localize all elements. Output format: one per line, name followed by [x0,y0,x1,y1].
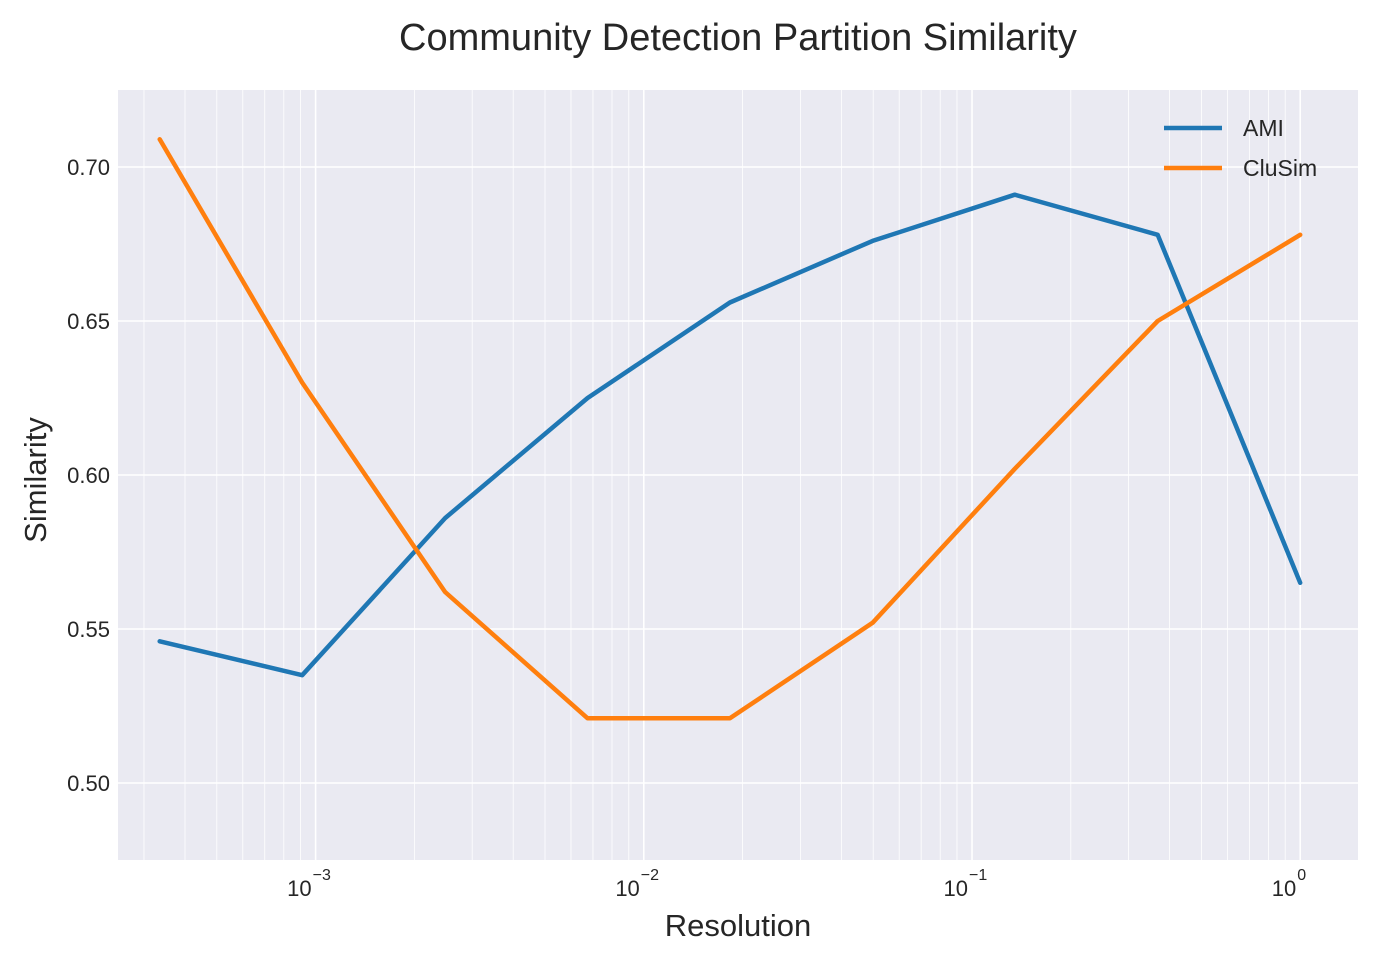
x-tick-exponent: −3 [313,867,331,884]
series-layer [157,137,1303,721]
x-tick-base: 10 [944,876,968,901]
y-tick-label: 0.60 [67,463,110,488]
chart-title: Community Detection Partition Similarity [399,17,1077,59]
x-tick-label: 10−1 [944,867,988,901]
x-tick-exponent: −1 [969,867,987,884]
x-axis-title: Resolution [665,908,811,943]
legend-label-ami: AMI [1243,115,1284,141]
legend-label-clusim: CluSim [1243,155,1317,181]
y-tick-labels: 0.50 0.55 0.60 0.65 0.70 [67,155,110,796]
y-tick-label: 0.50 [67,771,110,796]
major-grid [118,90,1358,860]
x-tick-base: 10 [1272,876,1296,901]
x-tick-label: 10−3 [287,867,331,901]
y-tick-label: 0.55 [67,617,110,642]
y-tick-label: 0.65 [67,309,110,334]
series-line-clusim [157,137,1303,721]
x-tick-label: 100 [1272,867,1306,901]
x-tick-base: 10 [615,876,639,901]
x-tick-exponent: −2 [641,867,659,884]
y-axis-title: Similarity [18,417,53,543]
y-tick-label: 0.70 [67,155,110,180]
x-tick-base: 10 [287,876,311,901]
x-tick-exponent: 0 [1297,867,1306,884]
x-tick-label: 10−2 [615,867,659,901]
series-line-ami [157,192,1303,678]
legend: AMI CluSim [1164,115,1317,181]
